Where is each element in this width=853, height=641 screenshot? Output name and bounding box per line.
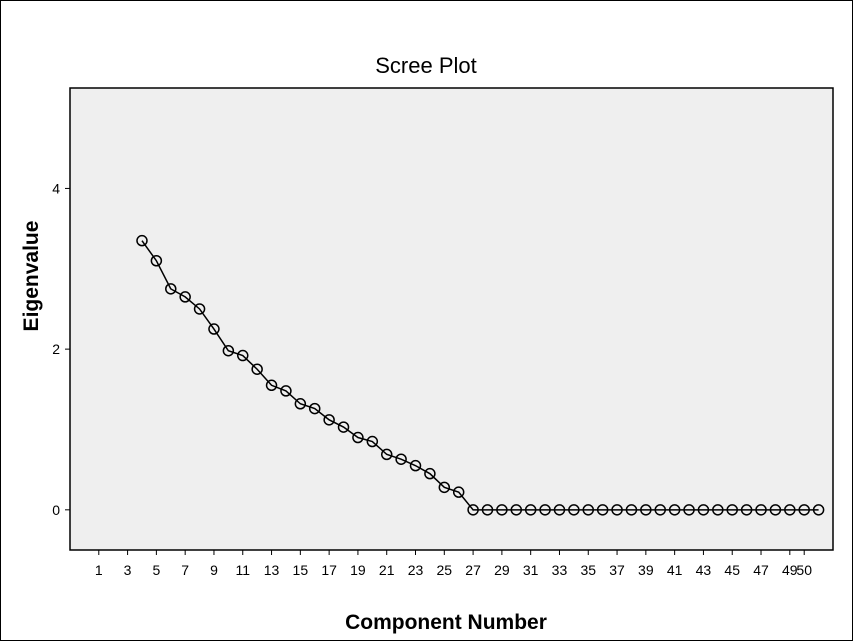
y-tick-label: 4	[52, 180, 60, 196]
x-tick-label: 27	[465, 562, 481, 578]
x-tick-label: 43	[696, 562, 712, 578]
data-point	[496, 504, 508, 516]
x-axis-label: Component Number	[345, 611, 547, 634]
x-tick-label: 3	[124, 562, 132, 578]
x-tick-label: 29	[494, 562, 510, 578]
data-point	[193, 303, 206, 315]
chart-title: Scree Plot	[375, 53, 477, 78]
data-point	[611, 504, 623, 516]
data-point	[222, 344, 235, 357]
data-point	[740, 504, 753, 516]
y-tick-label: 2	[52, 341, 60, 357]
data-point	[165, 283, 177, 295]
data-point	[481, 504, 494, 516]
data-point	[625, 504, 638, 516]
data-point	[784, 504, 796, 516]
data-point	[352, 431, 364, 444]
series-line	[141, 240, 819, 511]
data-point	[582, 504, 595, 516]
data-point	[755, 504, 767, 516]
data-point	[323, 414, 335, 426]
data-point	[697, 504, 710, 516]
x-tick-label: 5	[152, 562, 160, 578]
y-tick-label: 0	[52, 502, 60, 518]
data-point	[294, 398, 307, 410]
x-tick-label: 31	[523, 562, 539, 578]
x-tick-label: 21	[379, 562, 395, 578]
data-point	[726, 504, 738, 516]
data-point	[568, 504, 580, 516]
data-points	[136, 234, 825, 516]
data-point	[769, 504, 782, 516]
data-point	[409, 459, 422, 472]
x-tick-label: 35	[580, 562, 596, 578]
data-point	[524, 504, 537, 516]
x-tick-label: 47	[753, 562, 769, 578]
x-tick-label: 17	[321, 562, 337, 578]
x-axis: 1 3 5 7 9 11 13 15 17 19 21 23 25 27 29 31 33 35 37 39 41 43 4…	[95, 550, 812, 578]
x-tick-label: 15	[293, 562, 309, 578]
data-point	[712, 504, 724, 516]
plot-area	[69, 87, 834, 551]
data-point	[251, 363, 263, 375]
y-axis: 0 2 4	[52, 180, 70, 518]
x-tick-label: 11	[235, 562, 250, 578]
x-tick-label: 1	[95, 562, 103, 578]
x-tick-label: 37	[609, 562, 625, 578]
data-point	[668, 504, 681, 516]
x-tick-label: 33	[552, 562, 568, 578]
data-point	[683, 504, 695, 516]
x-tick-label: 23	[408, 562, 424, 578]
x-tick-label: 13	[264, 562, 280, 578]
data-point	[150, 254, 163, 267]
data-point	[308, 402, 321, 415]
x-tick-label: 45	[724, 562, 740, 578]
data-point	[539, 504, 551, 516]
data-point	[395, 453, 407, 465]
x-tick-label: 39	[638, 562, 654, 578]
x-tick-label: 25	[437, 562, 453, 578]
x-tick-label: 49	[782, 562, 798, 578]
data-point	[179, 291, 191, 303]
data-point	[596, 504, 609, 516]
data-point	[452, 486, 465, 498]
data-point	[208, 323, 220, 335]
x-tick-label: 7	[181, 562, 189, 578]
data-point	[467, 504, 479, 516]
data-point	[553, 504, 566, 516]
data-point	[640, 504, 652, 516]
data-point	[237, 349, 249, 362]
x-tick-label: 50	[796, 562, 812, 578]
data-point	[136, 234, 148, 247]
y-axis-label: Eigenvalue	[20, 221, 43, 332]
data-point	[337, 421, 350, 433]
data-point	[424, 467, 436, 480]
x-tick-label: 9	[210, 562, 218, 578]
x-tick-label: 41	[667, 562, 683, 578]
data-point	[265, 379, 278, 392]
x-tick-label: 19	[350, 562, 366, 578]
data-point	[438, 481, 451, 494]
data-point	[812, 504, 825, 516]
data-point	[280, 385, 292, 397]
data-point	[366, 435, 379, 448]
data-point	[654, 504, 666, 516]
data-point	[380, 448, 393, 461]
data-point	[798, 504, 810, 516]
data-point	[510, 504, 523, 516]
